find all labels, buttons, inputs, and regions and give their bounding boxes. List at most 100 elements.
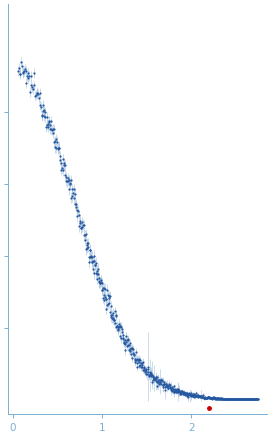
Point	[111, 309, 115, 316]
Point	[196, 393, 201, 400]
Point	[177, 387, 181, 394]
Point	[221, 395, 225, 402]
Point	[215, 395, 220, 402]
Point	[248, 396, 252, 403]
Point	[128, 346, 132, 353]
Point	[34, 89, 39, 96]
Point	[160, 378, 164, 385]
Point	[186, 391, 190, 398]
Point	[255, 396, 259, 403]
Point	[190, 392, 194, 399]
Point	[243, 395, 247, 402]
Point	[163, 384, 167, 391]
Point	[150, 372, 154, 379]
Point	[243, 396, 247, 403]
Point	[50, 127, 54, 134]
Point	[90, 259, 95, 266]
Point	[55, 138, 59, 145]
Point	[190, 391, 194, 398]
Point	[180, 388, 184, 395]
Point	[251, 396, 255, 403]
Point	[254, 396, 258, 403]
Point	[122, 338, 126, 345]
Point	[84, 231, 88, 238]
Point	[39, 103, 43, 110]
Point	[113, 312, 118, 319]
Point	[120, 334, 125, 341]
Point	[214, 395, 218, 402]
Point	[142, 363, 147, 370]
Point	[172, 388, 176, 395]
Point	[17, 70, 22, 77]
Point	[177, 388, 181, 395]
Point	[102, 291, 106, 298]
Point	[126, 336, 131, 343]
Point	[98, 279, 102, 286]
Point	[224, 395, 228, 402]
Point	[251, 396, 255, 403]
Point	[167, 380, 171, 387]
Point	[45, 122, 49, 129]
Point	[101, 285, 105, 292]
Point	[159, 380, 164, 387]
Point	[207, 395, 212, 402]
Point	[209, 395, 213, 402]
Point	[61, 156, 65, 163]
Point	[244, 395, 248, 402]
Point	[169, 385, 173, 392]
Point	[186, 392, 191, 399]
Point	[124, 333, 128, 340]
Point	[151, 374, 155, 381]
Point	[127, 339, 132, 346]
Point	[108, 308, 112, 315]
Point	[247, 396, 251, 403]
Point	[28, 88, 32, 95]
Point	[50, 129, 55, 136]
Point	[212, 395, 216, 402]
Point	[129, 344, 133, 351]
Point	[230, 395, 234, 402]
Point	[86, 243, 90, 250]
Point	[105, 302, 109, 309]
Point	[18, 71, 22, 78]
Point	[85, 240, 90, 247]
Point	[74, 203, 78, 210]
Point	[64, 174, 68, 181]
Point	[228, 396, 233, 403]
Point	[165, 382, 170, 389]
Point	[115, 323, 120, 330]
Point	[105, 291, 110, 298]
Point	[99, 287, 104, 294]
Point	[169, 386, 173, 393]
Point	[96, 271, 100, 277]
Point	[153, 375, 157, 382]
Point	[194, 392, 199, 399]
Point	[254, 396, 258, 403]
Point	[37, 94, 41, 101]
Point	[240, 395, 244, 402]
Point	[124, 336, 129, 343]
Point	[26, 69, 31, 76]
Point	[199, 393, 204, 400]
Point	[230, 395, 234, 402]
Point	[170, 383, 174, 390]
Point	[106, 295, 111, 302]
Point	[231, 395, 235, 402]
Point	[132, 355, 137, 362]
Point	[220, 395, 224, 402]
Point	[205, 394, 210, 401]
Point	[107, 292, 111, 299]
Point	[232, 395, 236, 402]
Point	[54, 135, 58, 142]
Point	[234, 395, 239, 402]
Point	[221, 395, 226, 402]
Point	[99, 278, 103, 285]
Point	[179, 390, 183, 397]
Point	[198, 393, 202, 400]
Point	[133, 357, 137, 364]
Point	[198, 392, 203, 399]
Point	[31, 86, 35, 93]
Point	[253, 396, 257, 403]
Point	[206, 394, 211, 401]
Point	[227, 395, 232, 402]
